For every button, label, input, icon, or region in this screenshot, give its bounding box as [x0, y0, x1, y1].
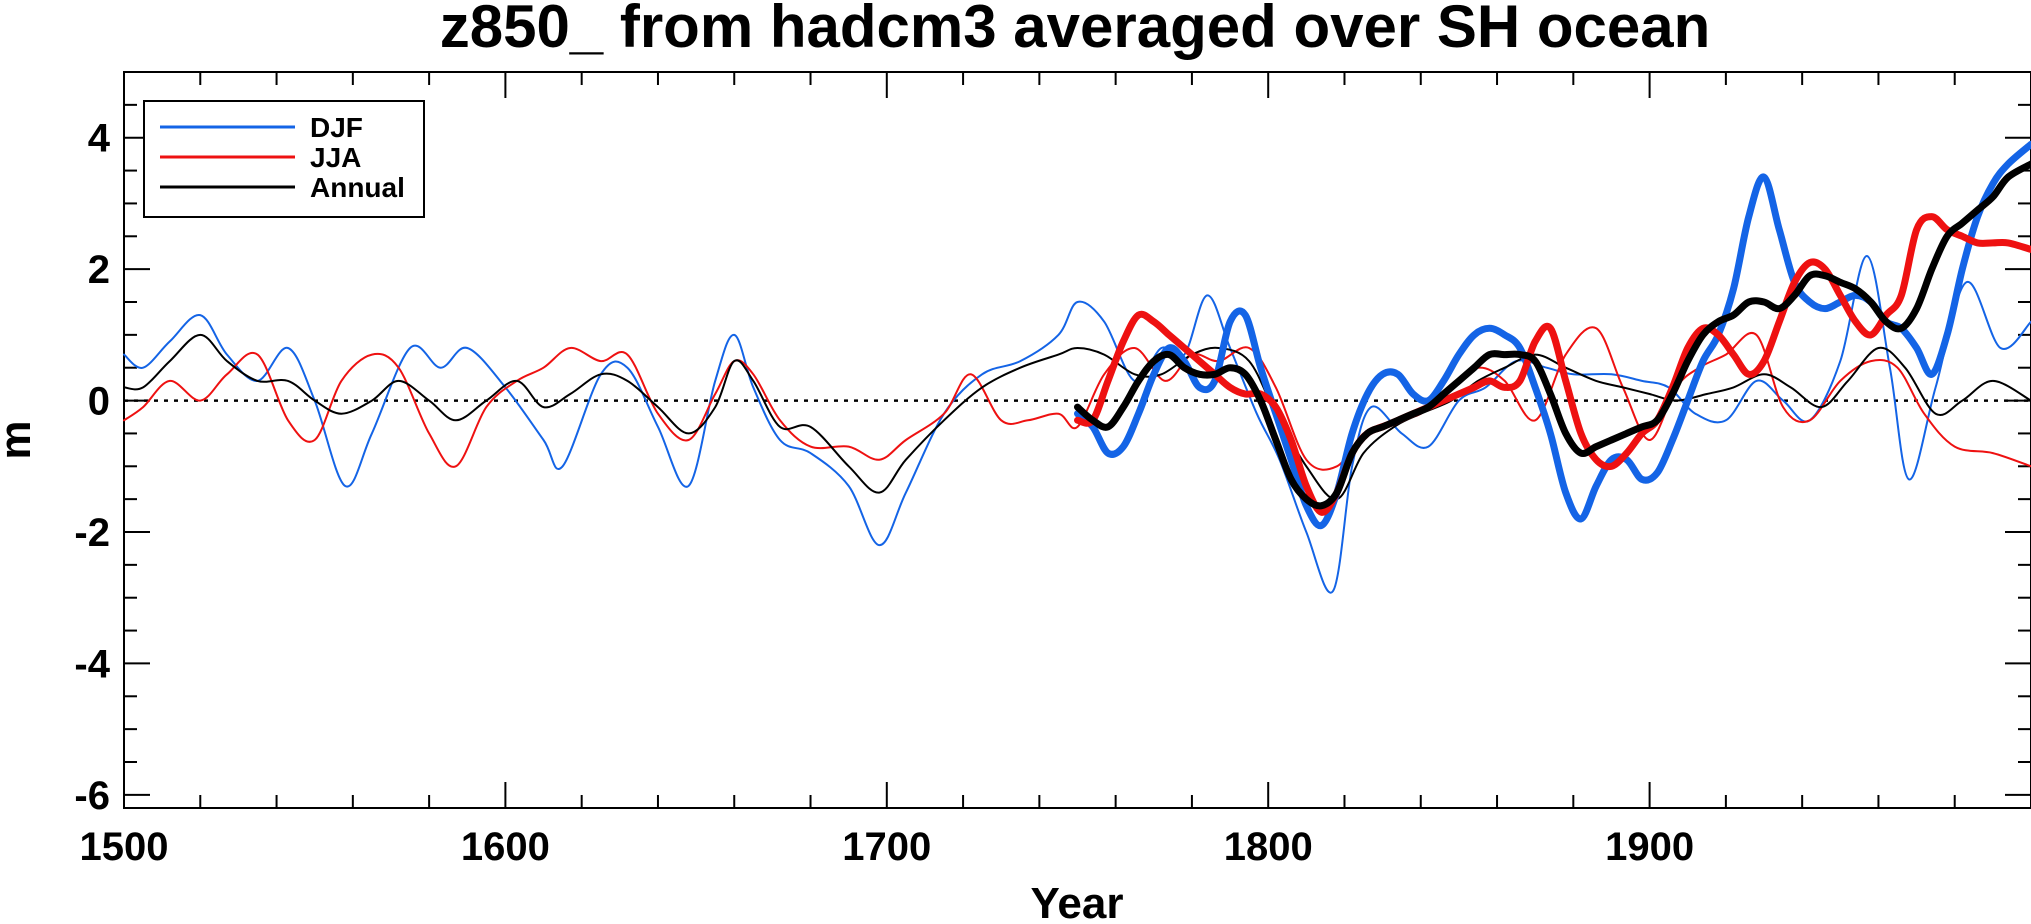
- y-tick-label: 4: [88, 117, 111, 161]
- legend-box: [143, 100, 425, 218]
- legend: DJF JJA Annual: [143, 100, 425, 218]
- x-tick-label: 1500: [80, 825, 169, 869]
- x-tick-label: 1800: [1224, 825, 1313, 869]
- x-tick-label: 1700: [842, 825, 931, 869]
- y-tick-label: 2: [88, 248, 110, 292]
- chart-title: z850_ from hadcm3 averaged over SH ocean: [440, 0, 1711, 60]
- series-line-jja: [123, 326, 2031, 471]
- plot-frame: [123, 71, 2031, 809]
- y-tick-label: -2: [74, 511, 110, 555]
- y-tick-label: -4: [74, 642, 110, 686]
- series-line-annual-smoothed: [1074, 160, 2031, 510]
- series-line-annual: [123, 333, 2031, 501]
- legend-label-jja: JJA: [310, 142, 361, 173]
- legend-label-annual: Annual: [310, 172, 405, 203]
- legend-label-djf: DJF: [310, 112, 363, 143]
- axis-tick-labels: 1500 1600 1700 1800 1900 -6 -4 -2 0 2 4: [74, 117, 1694, 869]
- series-line-jja-smoothed: [1074, 213, 2031, 516]
- y-axis-label: m: [0, 420, 40, 459]
- x-tick-label: 1900: [1605, 825, 1694, 869]
- series-layer: [123, 140, 2031, 594]
- x-axis-label: Year: [1031, 879, 1124, 924]
- y-tick-label: -6: [74, 774, 110, 818]
- y-tick-label: 0: [88, 380, 110, 424]
- x-tick-label: 1600: [461, 825, 550, 869]
- axis-ticks: [123, 72, 2031, 808]
